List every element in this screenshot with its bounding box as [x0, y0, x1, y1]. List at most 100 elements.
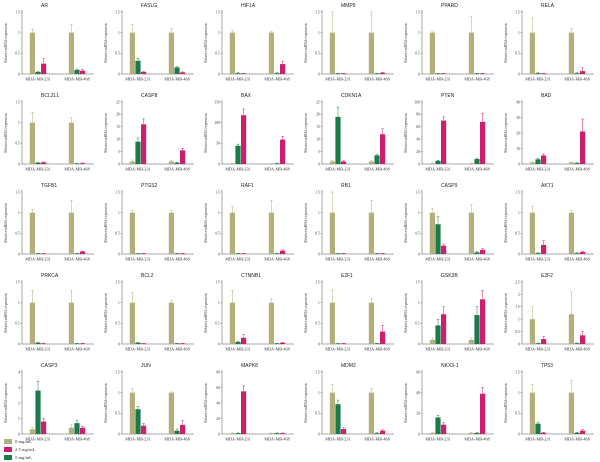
bar: [574, 73, 580, 74]
legend-label: 0 mg/mL: [15, 439, 32, 444]
y-tick-label: 1.5: [515, 190, 520, 194]
x-tick-label: MDA-MB-231: [425, 77, 450, 82]
bar: [29, 122, 35, 164]
bar: [380, 253, 386, 254]
bar: [568, 392, 574, 434]
y-tick-label: 25: [316, 100, 320, 104]
bar: [529, 319, 535, 344]
legend-swatch: [4, 455, 12, 460]
y-axis-label: Relative mRNA expression: [204, 23, 208, 63]
chart-panel: CASP3 Relative mRNA expression 0 1 2 3 4 MDA-MB…: [4, 363, 94, 442]
chart-title: AKT1: [541, 183, 554, 189]
x-tick-label: MDA-MB-468: [164, 347, 189, 352]
bar: [429, 212, 435, 254]
x-tick-label: MDA-MB-468: [564, 167, 589, 172]
bar: [74, 163, 80, 164]
bar: [141, 343, 147, 344]
bar: [368, 392, 374, 434]
y-axis-label: Relative mRNA expression: [504, 113, 508, 153]
y-tick-label: 1.5: [15, 190, 20, 194]
bar: [368, 302, 374, 344]
y-tick-label: 10: [316, 138, 320, 142]
y-tick-label: 1.5: [15, 100, 20, 104]
bar: [235, 73, 241, 74]
bar: [129, 212, 135, 254]
x-tick-label: MDA-MB-468: [364, 347, 389, 352]
y-tick-label: 80: [416, 113, 420, 117]
y-tick-label: 0: [118, 342, 120, 346]
y-tick-label: 0.5: [115, 412, 120, 416]
bar: [29, 302, 35, 344]
y-tick-label: 0.5: [15, 232, 20, 236]
y-axis-label: Relative mRNA expression: [4, 113, 8, 153]
chart-title: RELA: [541, 3, 555, 9]
y-tick-label: 0.5: [315, 322, 320, 326]
bar: [180, 72, 186, 74]
y-tick-label: 60: [416, 125, 420, 129]
y-tick-label: 1: [518, 318, 520, 322]
x-tick-label: MDA-MB-468: [564, 347, 589, 352]
chart-title: PTEN: [441, 93, 455, 99]
bar: [274, 73, 280, 74]
bar: [429, 32, 435, 74]
y-tick-label: 1: [218, 31, 220, 35]
bar: [168, 392, 174, 434]
y-tick-label: 0: [418, 252, 420, 256]
y-tick-label: 1: [518, 31, 520, 35]
y-tick-label: 5: [318, 150, 320, 154]
x-tick-label: MDA-MB-468: [64, 257, 89, 262]
y-axis-label: Relative mRNA expression: [4, 203, 8, 243]
y-tick-label: 3: [18, 386, 20, 390]
y-axis-label: Relative mRNA expression: [4, 23, 8, 63]
y-axis-label: Relative mRNA expression: [504, 383, 508, 423]
y-tick-label: 0.5: [515, 412, 520, 416]
y-tick-label: 0: [318, 252, 320, 256]
chart-panel: PTGS2 Relative mRNA expression 0 0.5 1 1.5 MDA…: [104, 183, 194, 262]
x-tick-label: MDA-MB-231: [25, 77, 50, 82]
y-tick-label: 0: [18, 162, 20, 166]
bar: [29, 429, 35, 434]
y-axis-label: Relative mRNA expression: [404, 23, 408, 63]
bar: [35, 342, 41, 344]
bar: [341, 253, 347, 254]
bar: [341, 343, 347, 344]
y-tick-label: 5: [118, 150, 120, 154]
bar: [429, 339, 435, 344]
y-tick-label: 1: [218, 301, 220, 305]
bar: [429, 432, 435, 434]
x-tick-label: MDA-MB-231: [425, 167, 450, 172]
y-tick-label: 0: [218, 72, 220, 76]
x-tick-label: MDA-MB-231: [325, 167, 350, 172]
y-tick-label: 1: [18, 31, 20, 35]
chart-title: MMP9: [341, 3, 356, 9]
bar: [574, 253, 580, 254]
bar: [329, 392, 335, 434]
x-tick-label: MDA-MB-231: [425, 437, 450, 442]
bar: [574, 432, 580, 434]
legend-label: 5 mg/mL: [15, 455, 32, 460]
bar: [480, 249, 486, 254]
y-tick-label: 0: [518, 342, 520, 346]
bar: [174, 343, 180, 344]
bar: [380, 331, 386, 344]
bar: [329, 212, 335, 254]
y-tick-label: 10: [516, 147, 520, 151]
bar: [535, 73, 541, 74]
x-tick-label: MDA-MB-468: [564, 257, 589, 262]
bar: [168, 212, 174, 254]
bar: [380, 72, 386, 74]
bar: [241, 73, 247, 74]
bar: [435, 224, 441, 254]
y-tick-label: 0: [518, 252, 520, 256]
x-tick-label: MDA-MB-231: [225, 437, 250, 442]
bar: [235, 145, 241, 164]
bar: [229, 212, 235, 254]
x-tick-label: MDA-MB-468: [464, 437, 489, 442]
y-tick-label: 0: [218, 162, 220, 166]
x-tick-label: MDA-MB-231: [325, 257, 350, 262]
y-tick-label: 1: [18, 211, 20, 215]
y-tick-label: 20: [216, 417, 220, 421]
bar: [241, 253, 247, 254]
y-axis-label: Relative mRNA expression: [504, 293, 508, 333]
bar: [435, 73, 441, 74]
